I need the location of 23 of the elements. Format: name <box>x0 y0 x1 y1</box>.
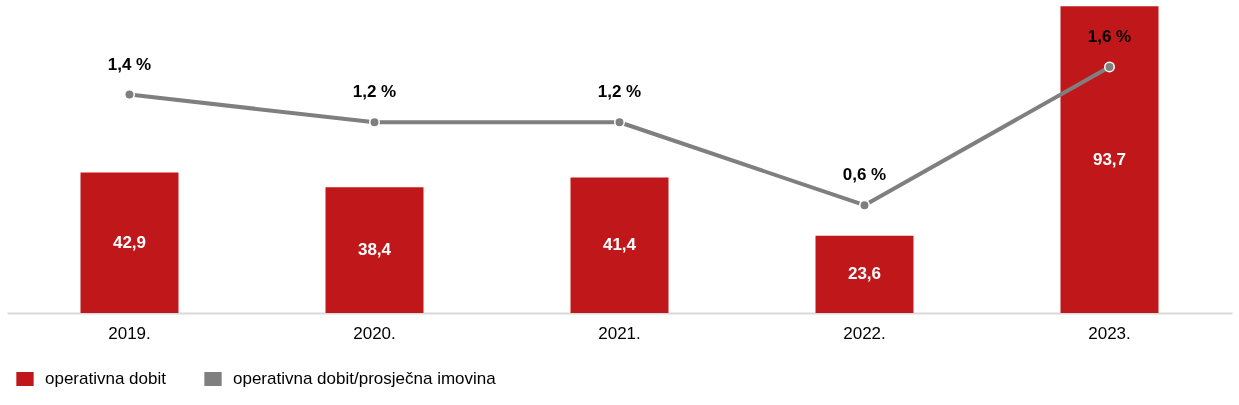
x-tick-label: 2019. <box>108 323 151 343</box>
data-label: 1,2 % <box>597 82 642 102</box>
bar <box>815 235 914 313</box>
legend-label: operativna dobit <box>45 369 167 388</box>
data-label: 1,2 % <box>352 82 397 102</box>
data-label: 38,4 <box>357 240 392 260</box>
point <box>1104 61 1115 73</box>
x-tick-label: 2022. <box>843 323 886 343</box>
bar <box>80 172 179 313</box>
x-tick-label: 2020. <box>353 323 396 343</box>
x-tick-label: 2021. <box>598 323 641 343</box>
data-label: 42,9 <box>112 232 147 252</box>
bar <box>1060 6 1159 313</box>
x-tick-label: 2023. <box>1088 323 1131 343</box>
data-label: 1,4 % <box>107 54 152 74</box>
data-label: 1,6 % <box>1087 26 1132 46</box>
data-label: 23,6 <box>847 264 882 284</box>
legend-label: operativna dobit/prosječna imovina <box>233 369 497 388</box>
bar <box>325 187 424 313</box>
data-label: 93,7 <box>1092 149 1127 169</box>
data-label: 41,4 <box>602 235 637 255</box>
bar <box>570 177 669 313</box>
data-label: 0,6 % <box>842 165 887 185</box>
